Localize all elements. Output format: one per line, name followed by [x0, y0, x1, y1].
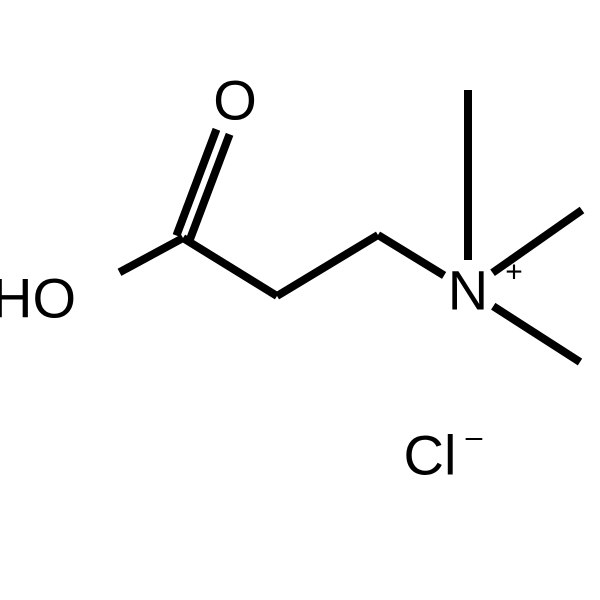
atom-label: Cl: [404, 424, 457, 487]
atom-label: O: [213, 69, 257, 132]
atom-label: –: [466, 421, 483, 454]
bond: [183, 238, 277, 296]
atom-label: HO: [0, 267, 76, 330]
molecule-diagram: HO O N + Cl–: [0, 0, 600, 600]
atom-label: +: [505, 256, 523, 289]
bond: [493, 306, 580, 362]
bond: [120, 238, 183, 272]
bond: [277, 235, 378, 296]
atom-label: N: [448, 259, 488, 322]
bond: [378, 235, 444, 275]
